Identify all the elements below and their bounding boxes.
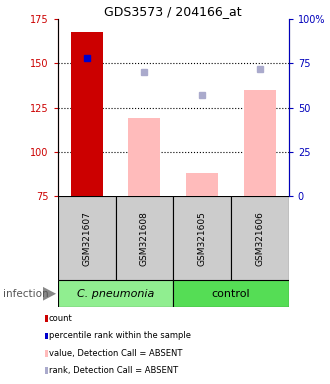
Bar — [115, 196, 173, 280]
Text: value, Detection Call = ABSENT: value, Detection Call = ABSENT — [49, 349, 182, 358]
Text: GSM321607: GSM321607 — [82, 211, 91, 265]
Text: percentile rank within the sample: percentile rank within the sample — [49, 331, 191, 341]
Bar — [186, 173, 218, 196]
Bar — [128, 118, 160, 196]
Bar — [173, 196, 231, 280]
Text: GSM321606: GSM321606 — [255, 211, 264, 265]
Polygon shape — [43, 287, 56, 301]
Bar — [244, 90, 276, 196]
Text: GSM321605: GSM321605 — [198, 211, 207, 265]
Bar — [173, 280, 289, 307]
Text: C. pneumonia: C. pneumonia — [77, 289, 154, 299]
Text: rank, Detection Call = ABSENT: rank, Detection Call = ABSENT — [49, 366, 178, 375]
Bar — [58, 196, 115, 280]
Bar — [231, 196, 289, 280]
Text: infection: infection — [3, 289, 49, 299]
Text: GSM321608: GSM321608 — [140, 211, 149, 265]
Bar — [71, 31, 103, 196]
Title: GDS3573 / 204166_at: GDS3573 / 204166_at — [104, 5, 242, 18]
Text: control: control — [212, 289, 250, 299]
Bar — [58, 280, 173, 307]
Text: count: count — [49, 314, 73, 323]
